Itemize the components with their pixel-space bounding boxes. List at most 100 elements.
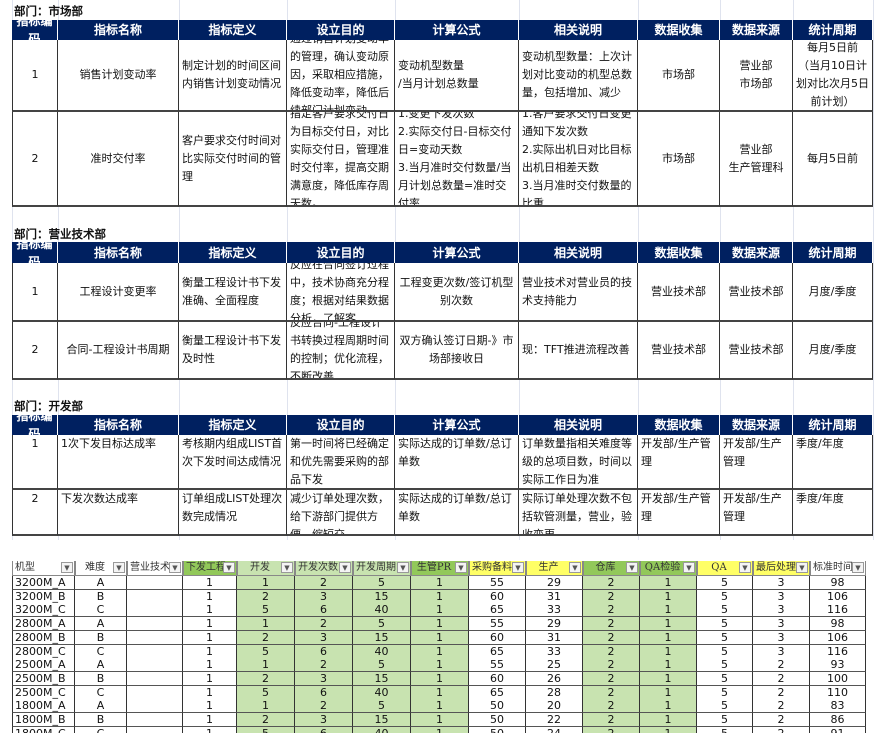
table-cell[interactable]: 1.变更下发次数 2.实际交付日-目标交付日=变动天数 3.当月准时交付数量/当… xyxy=(395,112,519,207)
sheet-cell[interactable]: C xyxy=(75,603,127,618)
sheet-cell[interactable]: 116 xyxy=(810,603,866,618)
table-cell[interactable]: 合同-工程设计书周期 xyxy=(58,322,179,380)
sheet-cell[interactable]: 28 xyxy=(526,685,583,700)
sheet-cell[interactable]: 100 xyxy=(810,671,866,686)
sheet-cell[interactable]: 5 xyxy=(353,617,411,632)
table-cell[interactable]: 减少订单处理次数，给下游部门提供方便，缩短交 xyxy=(287,490,395,536)
sheet-cell[interactable]: 40 xyxy=(353,685,411,700)
sheet-cell[interactable]: 5 xyxy=(697,589,753,604)
sheet-cell[interactable]: 2 xyxy=(753,713,810,727)
sheet-cell[interactable]: 1 xyxy=(183,671,237,686)
sheet-cell[interactable]: 2 xyxy=(753,685,810,700)
sheet-column-header[interactable]: 难度 ▼ xyxy=(75,561,127,576)
sheet-column-header[interactable]: 开发次数 ▼ xyxy=(295,561,353,576)
sheet-column-header[interactable]: 营业技术 ▼ xyxy=(127,561,183,576)
dropdown-arrow-icon[interactable]: ▼ xyxy=(796,562,808,573)
table-cell[interactable]: 客户要求交付时间对比实际交付时间的管理 xyxy=(179,112,287,207)
sheet-cell[interactable]: 1 xyxy=(183,685,237,700)
table-cell[interactable]: 每月5日前 xyxy=(793,112,873,207)
sheet-cell[interactable]: 1800M_C xyxy=(12,726,75,733)
table-cell[interactable]: 1次下发目标达成率 xyxy=(58,435,179,490)
sheet-cell[interactable]: A xyxy=(75,699,127,714)
sheet-cell[interactable]: 3 xyxy=(753,589,810,604)
sheet-cell[interactable]: 33 xyxy=(526,603,583,618)
sheet-cell[interactable]: 3200M_A xyxy=(12,576,75,590)
dropdown-arrow-icon[interactable]: ▼ xyxy=(61,562,73,573)
sheet-column-header[interactable]: 下发工程 ▼ xyxy=(183,561,237,576)
sheet-cell[interactable]: 1 xyxy=(237,576,295,590)
sheet-cell[interactable]: 1 xyxy=(183,699,237,714)
sheet-cell[interactable]: 1 xyxy=(411,658,469,673)
dropdown-arrow-icon[interactable]: ▼ xyxy=(852,562,864,573)
sheet-cell[interactable]: 2 xyxy=(583,589,640,604)
table-cell[interactable]: 工程变更次数/签订机型别次数 xyxy=(395,263,519,322)
sheet-cell[interactable]: 1 xyxy=(183,713,237,727)
table-cell[interactable]: 实际订单处理次数不包括软管测量，营业，验收变更。 xyxy=(519,490,638,536)
sheet-column-header[interactable]: 采购备料 ▼ xyxy=(469,561,526,576)
sheet-cell[interactable]: 26 xyxy=(526,671,583,686)
sheet-column-header[interactable]: 生产 ▼ xyxy=(526,561,583,576)
sheet-cell[interactable]: 1 xyxy=(183,658,237,673)
sheet-cell[interactable]: 40 xyxy=(353,644,411,659)
table-cell[interactable]: 季度/年度 xyxy=(793,490,873,536)
sheet-cell[interactable]: 5 xyxy=(237,603,295,618)
sheet-cell[interactable]: 6 xyxy=(295,644,353,659)
sheet-cell[interactable]: 5 xyxy=(697,685,753,700)
sheet-cell[interactable]: 110 xyxy=(810,685,866,700)
sheet-cell[interactable] xyxy=(127,699,183,714)
sheet-cell[interactable]: 55 xyxy=(469,576,526,590)
dropdown-arrow-icon[interactable]: ▼ xyxy=(169,562,181,573)
sheet-column-header[interactable]: 生管PR ▼ xyxy=(411,561,469,576)
sheet-cell[interactable]: 15 xyxy=(353,589,411,604)
table-cell[interactable]: 变动机型数量 /当月计划总数量 xyxy=(395,40,519,112)
sheet-cell[interactable]: B xyxy=(75,713,127,727)
sheet-cell[interactable] xyxy=(127,726,183,733)
sheet-cell[interactable]: 31 xyxy=(526,630,583,645)
sheet-cell[interactable]: 65 xyxy=(469,644,526,659)
sheet-cell[interactable]: 1 xyxy=(411,617,469,632)
sheet-cell[interactable]: 2500M_A xyxy=(12,658,75,673)
sheet-cell[interactable]: 2 xyxy=(583,658,640,673)
table-cell[interactable]: 反应合同-工程设计书转换过程周期时间的控制；优化流程，不断改善 xyxy=(287,322,395,380)
dropdown-arrow-icon[interactable]: ▼ xyxy=(455,562,467,573)
sheet-cell[interactable]: 1 xyxy=(640,726,697,733)
table-cell[interactable]: 营业技术部 xyxy=(638,322,720,380)
sheet-cell[interactable]: B xyxy=(75,589,127,604)
sheet-cell[interactable]: 5 xyxy=(697,644,753,659)
sheet-cell[interactable]: 2800M_A xyxy=(12,617,75,632)
table-cell[interactable]: 双方确认签订日期-》市场部接收日 xyxy=(395,322,519,380)
sheet-cell[interactable]: 2 xyxy=(583,576,640,590)
sheet-cell[interactable]: 1 xyxy=(640,576,697,590)
sheet-cell[interactable]: 1 xyxy=(640,630,697,645)
sheet-cell[interactable]: 2 xyxy=(583,630,640,645)
sheet-cell[interactable]: 1 xyxy=(640,685,697,700)
table-cell[interactable]: 准时交付率 xyxy=(58,112,179,207)
sheet-cell[interactable]: 1 xyxy=(411,699,469,714)
sheet-cell[interactable]: 83 xyxy=(810,699,866,714)
sheet-cell[interactable]: B xyxy=(75,630,127,645)
dropdown-arrow-icon[interactable]: ▼ xyxy=(683,562,695,573)
sheet-cell[interactable]: C xyxy=(75,726,127,733)
sheet-cell[interactable]: 5 xyxy=(697,576,753,590)
sheet-cell[interactable]: 5 xyxy=(697,699,753,714)
table-cell[interactable]: 订单组成LIST处理次数完成情况 xyxy=(179,490,287,536)
table-cell[interactable]: 第一时间将已经确定和优先需要采购的部品下发 xyxy=(287,435,395,490)
dropdown-arrow-icon[interactable]: ▼ xyxy=(397,562,409,573)
sheet-cell[interactable]: 2 xyxy=(295,699,353,714)
sheet-cell[interactable]: 2 xyxy=(237,630,295,645)
sheet-cell[interactable]: 3 xyxy=(753,630,810,645)
table-cell[interactable]: 营业部 市场部 xyxy=(720,40,793,112)
table-cell[interactable]: 1 xyxy=(12,263,58,322)
table-cell[interactable]: 每月5日前 （当月10日计划对比次月5日前计划） xyxy=(793,40,873,112)
sheet-cell[interactable] xyxy=(127,617,183,632)
sheet-cell[interactable]: 1 xyxy=(640,589,697,604)
sheet-cell[interactable]: 55 xyxy=(469,658,526,673)
sheet-cell[interactable] xyxy=(127,685,183,700)
dropdown-arrow-icon[interactable]: ▼ xyxy=(739,562,751,573)
sheet-cell[interactable]: 1 xyxy=(411,713,469,727)
table-cell[interactable]: 实际达成的订单数/总订单数 xyxy=(395,490,519,536)
sheet-column-header[interactable]: 最后处理 ▼ xyxy=(753,561,810,576)
sheet-cell[interactable]: 1 xyxy=(640,658,697,673)
sheet-cell[interactable]: 29 xyxy=(526,576,583,590)
sheet-cell[interactable]: 5 xyxy=(697,671,753,686)
